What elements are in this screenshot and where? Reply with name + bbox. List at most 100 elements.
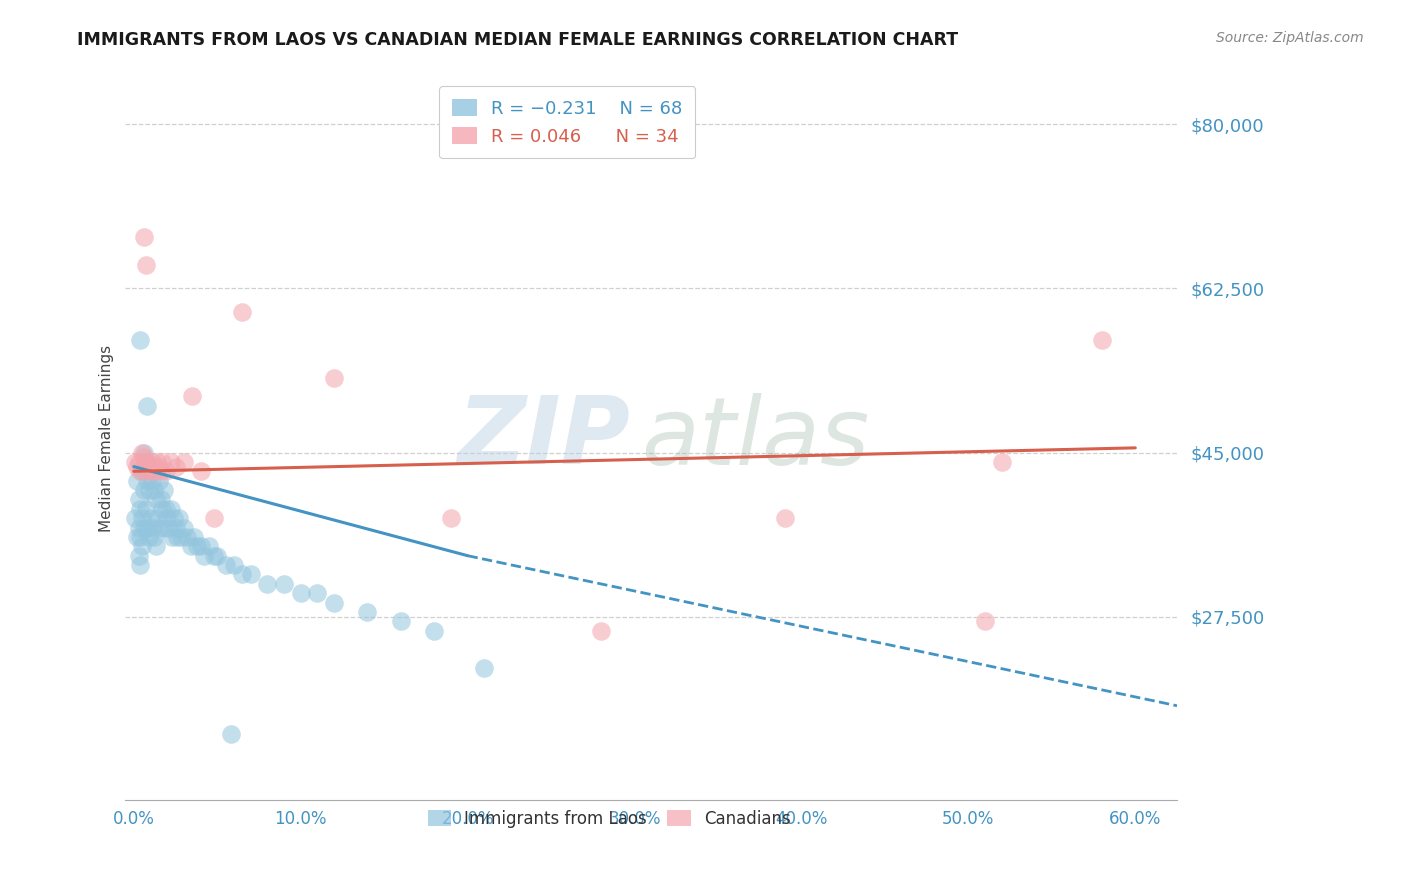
Point [132, 230, 155, 244]
Point [138, 483, 160, 497]
Point [153, 483, 176, 497]
Point [128, 455, 150, 469]
Point [127, 474, 149, 488]
Point [183, 530, 205, 544]
Point [148, 474, 170, 488]
Point [127, 459, 149, 474]
Legend: Immigrants from Laos, Canadians: Immigrants from Laos, Canadians [422, 803, 797, 835]
Point [219, 727, 242, 741]
Point [150, 455, 173, 469]
Point [134, 464, 156, 478]
Point [202, 511, 225, 525]
Point [231, 567, 253, 582]
Point [190, 464, 212, 478]
Point [131, 511, 153, 525]
Y-axis label: Median Female Earnings: Median Female Earnings [100, 345, 114, 532]
Point [165, 520, 187, 534]
Point [136, 455, 159, 469]
Point [163, 511, 186, 525]
Point [591, 624, 613, 638]
Point [440, 511, 463, 525]
Text: ZIP: ZIP [457, 392, 630, 484]
Point [139, 464, 162, 478]
Point [160, 530, 183, 544]
Point [166, 530, 188, 544]
Point [173, 455, 195, 469]
Point [131, 464, 153, 478]
Text: IMMIGRANTS FROM LAOS VS CANADIAN MEDIAN FEMALE EARNINGS CORRELATION CHART: IMMIGRANTS FROM LAOS VS CANADIAN MEDIAN … [77, 31, 959, 49]
Point [141, 455, 163, 469]
Point [131, 445, 153, 459]
Point [231, 305, 253, 319]
Point [290, 586, 312, 600]
Point [141, 520, 163, 534]
Point [148, 459, 170, 474]
Point [129, 333, 152, 347]
Point [356, 605, 378, 619]
Point [146, 511, 169, 525]
Point [202, 549, 225, 563]
Point [129, 530, 152, 544]
Point [323, 370, 346, 384]
Point [165, 459, 187, 474]
Point [132, 483, 155, 497]
Point [773, 511, 796, 525]
Point [423, 624, 446, 638]
Point [134, 501, 156, 516]
Point [129, 558, 152, 572]
Point [128, 492, 150, 507]
Point [181, 389, 204, 403]
Point [127, 530, 149, 544]
Point [139, 464, 162, 478]
Point [974, 615, 997, 629]
Point [150, 501, 173, 516]
Point [128, 520, 150, 534]
Point [155, 501, 177, 516]
Point [159, 501, 181, 516]
Point [132, 520, 155, 534]
Point [1091, 333, 1114, 347]
Point [142, 483, 165, 497]
Point [207, 549, 229, 563]
Point [193, 549, 215, 563]
Point [124, 455, 146, 469]
Point [132, 450, 155, 465]
Point [149, 492, 172, 507]
Point [214, 558, 236, 572]
Point [136, 399, 159, 413]
Point [323, 596, 346, 610]
Point [389, 615, 412, 629]
Point [190, 539, 212, 553]
Point [134, 455, 156, 469]
Point [145, 539, 167, 553]
Point [157, 520, 180, 534]
Point [149, 464, 172, 478]
Point [134, 258, 156, 272]
Point [146, 455, 169, 469]
Point [138, 530, 160, 544]
Point [153, 520, 176, 534]
Point [307, 586, 329, 600]
Point [173, 520, 195, 534]
Point [142, 459, 165, 474]
Point [159, 455, 181, 469]
Point [145, 464, 167, 478]
Point [472, 661, 495, 675]
Point [132, 445, 155, 459]
Point [141, 474, 163, 488]
Text: Source: ZipAtlas.com: Source: ZipAtlas.com [1216, 31, 1364, 45]
Point [136, 520, 159, 534]
Point [256, 577, 278, 591]
Point [180, 539, 202, 553]
Point [167, 511, 190, 525]
Point [273, 577, 295, 591]
Point [145, 492, 167, 507]
Text: atlas: atlas [641, 393, 869, 484]
Point [222, 558, 245, 572]
Point [990, 455, 1012, 469]
Point [136, 474, 159, 488]
Point [129, 501, 152, 516]
Point [148, 520, 170, 534]
Point [169, 530, 191, 544]
Point [139, 511, 162, 525]
